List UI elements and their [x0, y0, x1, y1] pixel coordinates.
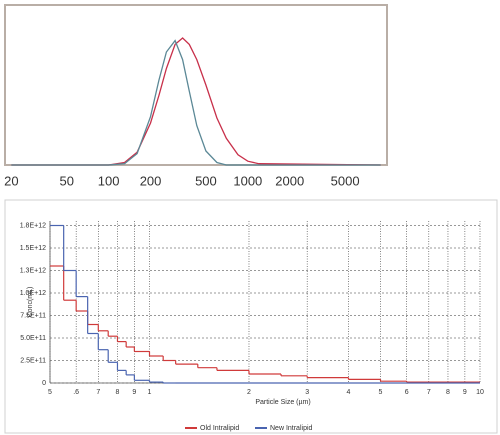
y-axis-label: Conc(mL) — [27, 287, 34, 318]
x-tick-label: 2 — [247, 389, 251, 396]
x-tick-label: 1 — [148, 389, 152, 396]
x-tick-label: 3 — [305, 389, 309, 396]
y-tick-label: 7.5E+11 — [20, 312, 46, 319]
y-tick-label: 1.5E+12 — [20, 245, 46, 252]
x-tick-label: 1000 — [233, 173, 262, 188]
legend-label: New Intralipid — [270, 425, 313, 432]
x-tick-label: 9 — [132, 389, 136, 396]
x-tick-label: 50 — [60, 173, 74, 188]
legend-label: Old Intralipid — [200, 425, 239, 432]
x-tick-label: 200 — [140, 173, 162, 188]
x-tick-label: 100 — [98, 173, 120, 188]
y-tick-label: 5.0E+11 — [20, 335, 46, 342]
x-tick-label: 5 — [48, 389, 52, 396]
x-tick-label: 9 — [463, 389, 467, 396]
x-tick-label: 8 — [446, 389, 450, 396]
x-tick-label: 7 — [427, 389, 431, 396]
x-tick-label: 5000 — [331, 173, 360, 188]
x-tick-label: 2000 — [275, 173, 304, 188]
x-tick-label: 5 — [379, 389, 383, 396]
x-axis-label: Particle Size (µm) — [255, 399, 310, 406]
top-frame — [4, 4, 388, 166]
y-tick-label: 1.0E+12 — [20, 290, 46, 297]
x-tick-label: 8 — [116, 389, 120, 396]
x-tick-label: 6 — [405, 389, 409, 396]
line-series — [11, 37, 381, 166]
x-tick-label: 10 — [476, 389, 484, 396]
x-tick-label: 20 — [4, 173, 18, 188]
x-tick-label: 7 — [96, 389, 100, 396]
y-tick-label: 1.3E+12 — [20, 267, 46, 274]
x-tick-label: 4 — [347, 389, 351, 396]
y-tick-label: 1.8E+12 — [20, 222, 46, 229]
x-tick-label: .6 — [73, 389, 79, 396]
x-tick-label: 500 — [195, 173, 217, 188]
bottom-frame — [4, 199, 498, 434]
y-tick-label: 0 — [42, 380, 46, 387]
line-series — [11, 39, 381, 166]
y-tick-label: 2.5E+11 — [20, 357, 46, 364]
